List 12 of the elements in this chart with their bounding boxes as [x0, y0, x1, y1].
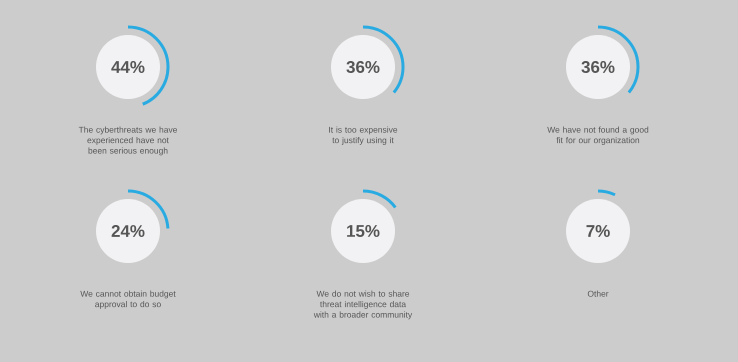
- category-label: We have not found a good fit for our organization: [547, 126, 648, 145]
- data-label: 36%: [346, 60, 380, 73]
- category-label: The cyberthreats we have experienced have not been serious enough: [78, 126, 178, 156]
- category-label: We cannot obtain budget approval to do so: [80, 290, 176, 309]
- data-label: 7%: [586, 225, 610, 237]
- data-label: 15%: [347, 225, 380, 237]
- category-label: It is too expensive to justify using it: [329, 126, 398, 145]
- data-label: 44%: [111, 61, 144, 73]
- category-label: Other: [588, 290, 608, 297]
- data-label: 36%: [581, 60, 615, 73]
- data-label: 24%: [112, 225, 144, 237]
- category-label: We do not wish to share threat intelligence data with a broader community: [314, 290, 412, 320]
